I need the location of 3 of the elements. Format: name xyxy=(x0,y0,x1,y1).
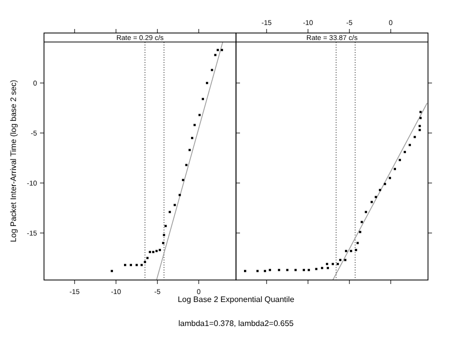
x-axis-title: Log Base 2 Exponential Quantile xyxy=(178,295,295,304)
y-axis-title: Log Packet Inter-Arrival Time (log base 2 sec) xyxy=(9,80,18,242)
text: lambda1=0.378, lambda2=0.655 xyxy=(178,319,294,328)
